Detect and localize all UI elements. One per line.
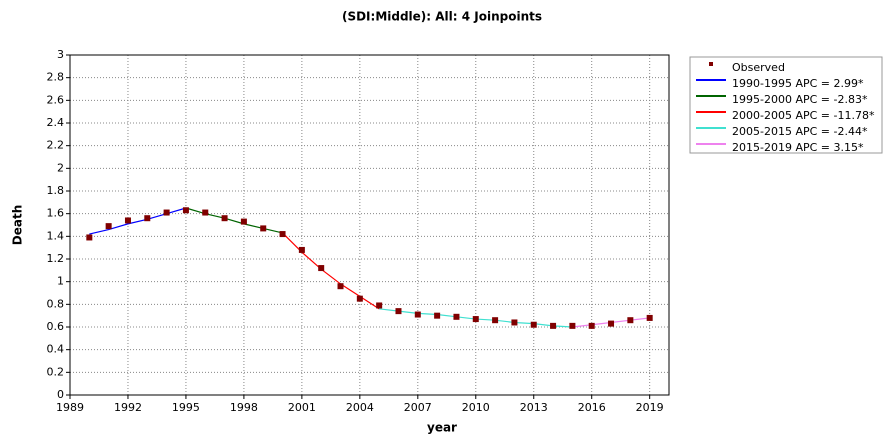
y-tick-label: 2.6	[47, 93, 65, 106]
y-tick-label: 0.8	[47, 297, 65, 310]
x-tick-label: 2004	[346, 401, 374, 414]
observed-point	[608, 320, 615, 327]
legend-label: 2015-2019 APC = 3.15*	[732, 141, 864, 154]
observed-point	[240, 218, 247, 225]
legend-label: 1990-1995 APC = 2.99*	[732, 77, 864, 90]
observed-point	[472, 316, 479, 323]
fit-line	[185, 207, 283, 234]
chart-title: (SDI:Middle): All: 4 Joinpoints	[342, 10, 542, 24]
observed-point	[337, 283, 344, 290]
y-tick-label: 2.4	[47, 116, 65, 129]
y-tick-label: 0.4	[47, 343, 65, 356]
y-tick-label: 3	[57, 48, 64, 61]
y-tick-label: 1.4	[47, 229, 65, 242]
observed-point	[221, 215, 228, 222]
y-tick-label: 1.6	[47, 207, 65, 220]
observed-point	[434, 312, 441, 319]
fit-line	[282, 232, 380, 310]
x-tick-label: 1989	[56, 401, 84, 414]
y-tick-label: 0.2	[47, 365, 65, 378]
legend-label: 2005-2015 APC = -2.44*	[732, 125, 868, 138]
observed-point	[492, 317, 499, 324]
y-tick-label: 2.2	[47, 139, 65, 152]
observed-point	[588, 322, 595, 329]
observed-point	[356, 295, 363, 302]
fit-line	[89, 207, 187, 235]
x-tick-label: 2013	[520, 401, 548, 414]
x-tick-label: 1992	[114, 401, 142, 414]
legend-label: Observed	[732, 61, 785, 74]
legend-box	[689, 56, 883, 154]
observed-point	[511, 319, 518, 326]
x-axis-label: year	[427, 421, 457, 435]
observed-point	[646, 314, 653, 321]
observed-point	[550, 322, 557, 329]
observed-point	[182, 207, 189, 214]
observed-point	[163, 209, 170, 216]
y-axis-label: Death	[11, 205, 25, 245]
legend-marker	[709, 62, 713, 66]
x-tick-label: 1998	[230, 401, 258, 414]
y-tick-label: 1	[57, 275, 64, 288]
x-tick-label: 2007	[404, 401, 432, 414]
observed-point	[318, 265, 325, 272]
y-tick-label: 0.6	[47, 320, 65, 333]
observed-point	[279, 231, 286, 238]
observed-point	[569, 322, 576, 329]
observed-point	[376, 302, 383, 309]
plot-frame	[69, 54, 670, 396]
y-tick-label: 0	[57, 388, 64, 401]
legend-label: 2000-2005 APC = -11.78*	[732, 109, 875, 122]
y-tick-label: 2	[57, 161, 64, 174]
observed-point	[414, 311, 421, 318]
observed-point	[530, 321, 537, 328]
observed-point	[395, 308, 402, 315]
y-tick-label: 2.8	[47, 71, 65, 84]
observed-point	[627, 317, 634, 324]
x-tick-label: 2001	[288, 401, 316, 414]
observed-point	[260, 225, 267, 232]
legend-label: 1995-2000 APC = -2.83*	[732, 93, 868, 106]
observed-point	[298, 246, 305, 253]
observed-point	[105, 223, 112, 230]
x-tick-label: 2010	[462, 401, 490, 414]
x-tick-label: 2019	[636, 401, 664, 414]
y-tick-label: 1.2	[47, 252, 65, 265]
observed-point	[453, 313, 460, 320]
y-tick-label: 1.8	[47, 184, 65, 197]
x-tick-label: 1995	[172, 401, 200, 414]
x-tick-label: 2016	[578, 401, 606, 414]
observed-point	[124, 217, 131, 224]
observed-point	[86, 234, 93, 241]
observed-point	[144, 215, 151, 222]
observed-point	[202, 209, 209, 216]
